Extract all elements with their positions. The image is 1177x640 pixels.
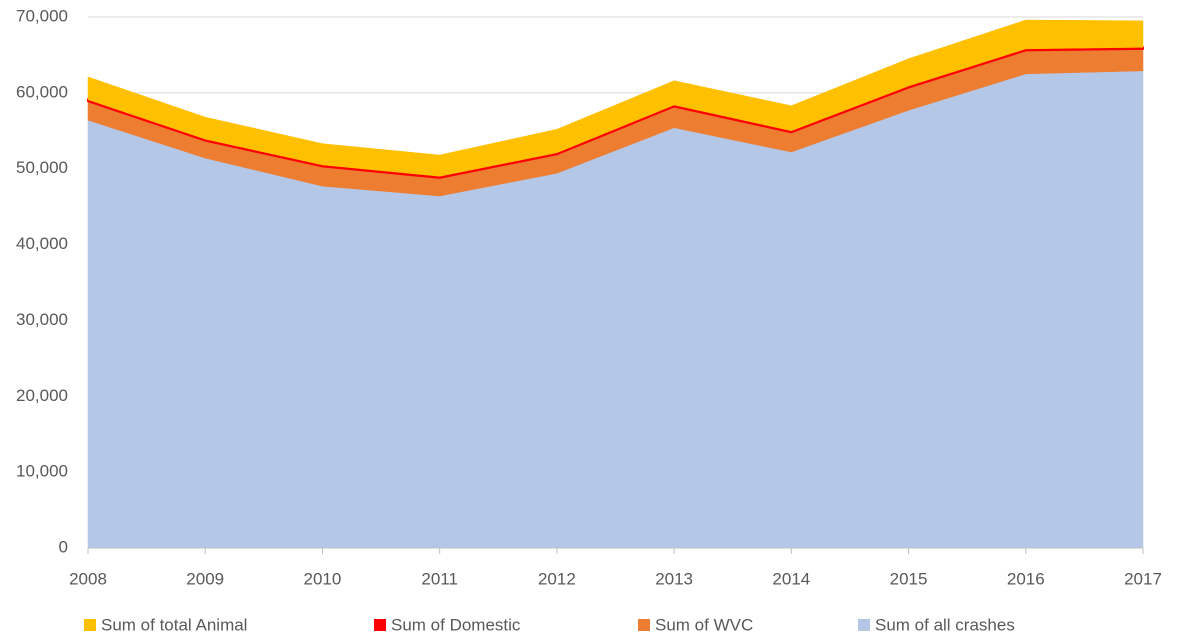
x-tick-label: 2015 xyxy=(890,569,928,588)
y-tick-label: 70,000 xyxy=(16,6,68,25)
legend-swatch xyxy=(84,619,96,631)
x-tick-label: 2016 xyxy=(1007,569,1045,588)
x-tick-label: 2010 xyxy=(304,569,342,588)
legend-label: Sum of total Animal xyxy=(101,615,247,634)
legend-swatch xyxy=(374,619,386,631)
x-tick-label: 2013 xyxy=(655,569,693,588)
x-tick-label: 2011 xyxy=(421,569,458,588)
y-tick-label: 40,000 xyxy=(16,234,68,253)
y-tick-label: 20,000 xyxy=(16,386,68,405)
legend-swatch xyxy=(858,619,870,631)
y-tick-label: 50,000 xyxy=(16,158,68,177)
legend-label: Sum of Domestic xyxy=(391,615,521,634)
x-tick-label: 2017 xyxy=(1124,569,1162,588)
legend-label: Sum of WVC xyxy=(655,615,753,634)
area xyxy=(87,19,1144,177)
legend-label: Sum of all crashes xyxy=(875,615,1015,634)
x-tick-label: 2012 xyxy=(538,569,576,588)
y-tick-label: 10,000 xyxy=(16,462,68,481)
y-tick-label: 0 xyxy=(59,537,68,556)
x-tick-label: 2009 xyxy=(186,569,224,588)
x-tick-label: 2014 xyxy=(772,569,810,588)
x-tick-label: 2008 xyxy=(69,569,107,588)
legend-swatch xyxy=(638,619,650,631)
y-tick-label: 60,000 xyxy=(16,82,68,101)
y-tick-label: 30,000 xyxy=(16,310,68,329)
